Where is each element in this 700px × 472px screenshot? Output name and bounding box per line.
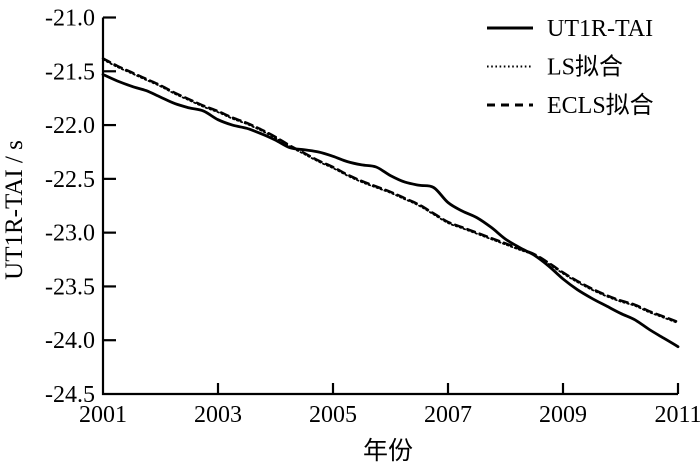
x-axis-tick-label: 2005 [309,402,357,428]
x-axis-tick-label: 2001 [79,402,127,428]
x-axis-tick-label: 2011 [654,402,700,428]
y-axis-tick-label: -24.5 [45,382,95,408]
x-axis-tick-label: 2003 [194,402,242,428]
y-axis-tick-label: -23.0 [45,221,95,247]
y-axis-tick-label: -22.0 [45,113,95,139]
y-axis-tick-label: -22.5 [45,167,95,193]
y-axis-title: UT1R-TAI / s [1,140,28,280]
legend-item-label: ECLS拟合 [547,92,654,119]
x-axis-tick-label: 2009 [539,402,587,428]
y-axis-tick-label: -23.5 [45,274,95,300]
y-axis-tick-label: -21.0 [45,6,95,32]
series-line-dashed [101,57,680,324]
legend-item-label: LS拟合 [547,54,623,81]
y-axis-tick-label: -24.0 [45,328,95,354]
x-axis-tick-label: 2007 [424,402,472,428]
axis-lines [101,17,678,396]
y-axis-tick-label: -21.5 [45,59,95,85]
series-line-dotted [102,58,679,324]
series-line-solid [101,73,680,349]
legend-item-label: UT1R-TAI [547,16,653,42]
x-axis-title: 年份 [363,437,413,465]
